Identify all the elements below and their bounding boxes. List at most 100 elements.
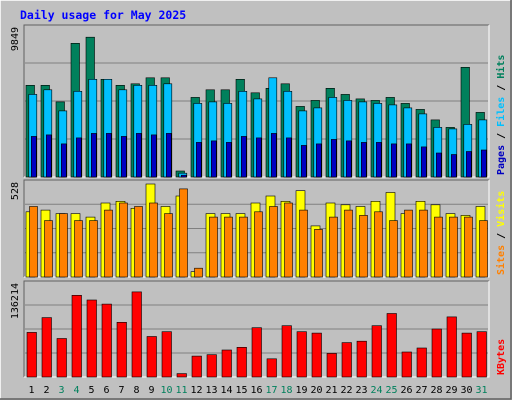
bar-pages-day-10 bbox=[166, 133, 172, 178]
bar-kbytes-day-30 bbox=[461, 332, 472, 378]
x-tick-label-day-10: 10 bbox=[160, 385, 172, 396]
bar-pages-day-5 bbox=[91, 133, 97, 178]
bar-pages-day-21 bbox=[330, 139, 337, 178]
x-tick-label-day-5: 5 bbox=[88, 385, 94, 396]
bar-sites-day-17 bbox=[269, 206, 278, 278]
x-tick-label-day-11: 11 bbox=[175, 385, 187, 396]
bar-kbytes-day-27 bbox=[416, 347, 427, 378]
legend-sites: Sites bbox=[495, 245, 507, 275]
x-axis-labels: 1 2 3 4 5 6 7 8 9 10 11 12 13 14 15 16 17 18 19 20 21 22 23 24 2… bbox=[28, 385, 487, 396]
bar-kbytes-day-22 bbox=[341, 342, 352, 378]
bar-pages-day-29 bbox=[450, 154, 457, 178]
bar-pages-day-6 bbox=[106, 133, 112, 178]
bar-sites-day-4 bbox=[74, 220, 83, 278]
x-tick-label-day-2: 2 bbox=[43, 385, 49, 396]
legend-files: Files bbox=[495, 97, 507, 127]
bar-sites-day-18 bbox=[284, 202, 293, 278]
bar-sites-day-12 bbox=[194, 267, 203, 278]
bar-pages-day-20 bbox=[315, 143, 322, 178]
chart-title: Daily usage for May 2025 bbox=[20, 8, 186, 22]
bar-kbytes-day-16 bbox=[251, 327, 262, 378]
bar-kbytes-day-26 bbox=[401, 351, 412, 378]
bar-sites-day-26 bbox=[404, 209, 413, 278]
bar-kbytes-day-17 bbox=[266, 358, 277, 378]
bar-sites-day-31 bbox=[479, 220, 488, 278]
x-tick-label-day-23: 23 bbox=[355, 385, 367, 396]
x-tick-label-day-24: 24 bbox=[370, 385, 382, 396]
bar-sites-day-2 bbox=[44, 220, 53, 278]
bar-pages-day-16 bbox=[255, 137, 262, 178]
bar-sites-day-10 bbox=[164, 213, 173, 278]
bar-pages-day-14 bbox=[226, 142, 232, 178]
bar-kbytes-day-10 bbox=[161, 331, 172, 378]
bar-kbytes-day-4 bbox=[71, 294, 82, 378]
bar-sites-day-22 bbox=[344, 209, 353, 278]
legend-visits: Visits bbox=[495, 191, 507, 227]
bar-pages-day-8 bbox=[136, 133, 142, 178]
x-tick-label-day-26: 26 bbox=[400, 385, 412, 396]
bar-sites-day-5 bbox=[89, 220, 98, 278]
bar-kbytes-day-13 bbox=[206, 354, 217, 378]
x-tick-label-day-16: 16 bbox=[250, 385, 262, 396]
bar-sites-day-30 bbox=[464, 216, 473, 278]
panel-bottom-bevel-dark bbox=[23, 280, 489, 377]
bar-pages-day-9 bbox=[151, 134, 157, 178]
bar-pages-day-30 bbox=[465, 151, 472, 178]
x-tick-label-day-4: 4 bbox=[73, 385, 79, 396]
y-max-label-bottom: 136214 bbox=[10, 283, 21, 319]
panel-top: 9849 Pages / Files / Hits bbox=[10, 24, 507, 178]
bar-sites-day-25 bbox=[389, 220, 398, 278]
x-tick-label-day-31: 31 bbox=[475, 385, 487, 396]
bar-pages-day-18 bbox=[285, 137, 292, 178]
x-tick-label-day-17: 17 bbox=[265, 385, 277, 396]
x-tick-label-day-22: 22 bbox=[340, 385, 352, 396]
bar-pages-day-22 bbox=[345, 140, 352, 178]
bar-kbytes-day-2 bbox=[41, 317, 52, 378]
bar-kbytes-day-1 bbox=[26, 332, 37, 378]
bar-sites-day-16 bbox=[254, 211, 263, 278]
bar-sites-day-6 bbox=[104, 209, 113, 278]
bar-pages-day-1 bbox=[30, 136, 37, 178]
y-max-label-middle: 528 bbox=[10, 182, 21, 200]
legend-separator: / bbox=[496, 79, 507, 97]
panel-bottom: 136214 KBytes bbox=[10, 280, 507, 378]
bar-pages-day-11 bbox=[181, 174, 187, 178]
bar-sites-day-13 bbox=[209, 216, 218, 278]
x-tick-label-day-6: 6 bbox=[103, 385, 109, 396]
bar-sites-day-1 bbox=[29, 206, 38, 278]
bar-kbytes-day-5 bbox=[86, 299, 97, 378]
x-tick-label-day-12: 12 bbox=[190, 385, 202, 396]
x-tick-label-day-28: 28 bbox=[430, 385, 442, 396]
bar-pages-day-17 bbox=[270, 133, 277, 178]
bar-kbytes-day-6 bbox=[101, 303, 112, 378]
bar-sites-day-19 bbox=[299, 209, 308, 278]
x-tick-label-day-14: 14 bbox=[220, 385, 232, 396]
bar-pages-day-3 bbox=[60, 143, 67, 178]
bar-kbytes-day-12 bbox=[191, 355, 202, 378]
bar-kbytes-day-19 bbox=[296, 331, 307, 378]
bar-sites-day-21 bbox=[329, 216, 338, 278]
x-tick-label-day-13: 13 bbox=[205, 385, 217, 396]
bar-sites-day-27 bbox=[419, 209, 428, 278]
x-tick-label-day-20: 20 bbox=[310, 385, 322, 396]
bar-pages-day-15 bbox=[241, 136, 247, 178]
legend-separator: / bbox=[496, 127, 507, 145]
bar-kbytes-day-23 bbox=[356, 340, 367, 378]
bar-pages-day-12 bbox=[196, 142, 202, 178]
legend-pages: Pages bbox=[496, 145, 507, 175]
bar-sites-day-20 bbox=[314, 229, 323, 278]
bar-kbytes-day-21 bbox=[326, 353, 337, 378]
bar-kbytes-day-14 bbox=[221, 349, 232, 378]
bar-sites-day-3 bbox=[59, 213, 68, 278]
bar-sites-day-9 bbox=[149, 202, 158, 278]
bar-sites-day-8 bbox=[134, 206, 143, 278]
legend-hits: Hits bbox=[495, 55, 507, 79]
x-tick-label-day-8: 8 bbox=[133, 385, 139, 396]
bar-kbytes-day-7 bbox=[116, 321, 127, 378]
bar-sites-day-24 bbox=[374, 211, 383, 278]
x-tick-label-day-9: 9 bbox=[148, 385, 154, 396]
bar-sites-day-29 bbox=[449, 216, 458, 278]
bar-kbytes-day-8 bbox=[131, 291, 142, 378]
bar-kbytes-day-25 bbox=[386, 313, 397, 378]
